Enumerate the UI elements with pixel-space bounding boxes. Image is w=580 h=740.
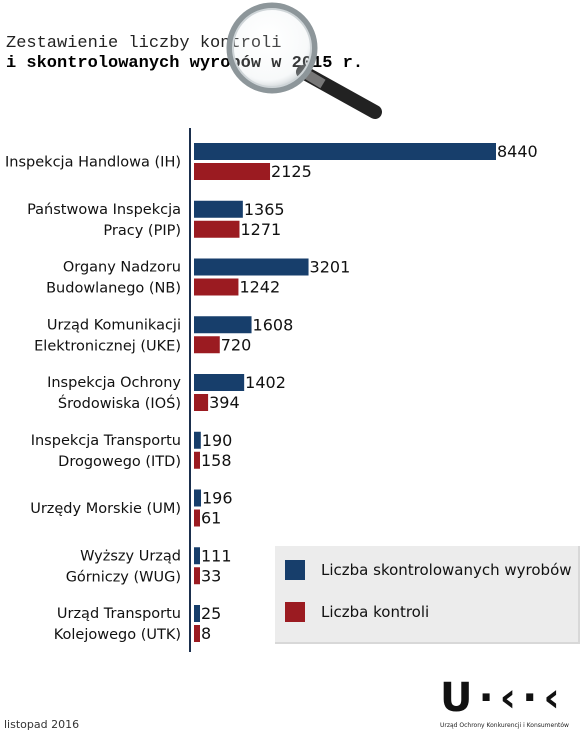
magnifier-icon: [226, 2, 382, 119]
data-label: 196: [202, 489, 233, 508]
category-label: Kolejowego (UTK): [54, 627, 181, 643]
data-label: 1608: [253, 315, 294, 334]
legend: Liczba skontrolowanych wyrobów Liczba ko…: [275, 546, 580, 644]
legend-item-controls: Liczba kontroli: [285, 602, 429, 622]
data-label: 720: [221, 335, 252, 354]
bar-controls: [194, 509, 200, 527]
bar-controls: [194, 451, 200, 469]
data-label: 1242: [239, 278, 280, 297]
bar-controls: [194, 625, 200, 642]
bar-products: [194, 200, 243, 218]
data-label: 3201: [310, 258, 351, 277]
logo-mark: U·‹·‹: [440, 675, 566, 721]
category-label: Elektronicznej (UKE): [34, 338, 181, 354]
legend-label-controls: Liczba kontroli: [321, 603, 430, 621]
category-label: Inspekcja Handlowa (IH): [5, 155, 181, 171]
data-label: 111: [201, 546, 232, 565]
category-label: Inspekcja Transportu: [31, 433, 181, 449]
bar-controls: [194, 567, 200, 585]
bar-controls: [194, 394, 209, 411]
data-label: 2125: [271, 162, 312, 181]
uokik-logo: U·‹·‹ Urząd Ochrony Konkurencji i Konsum…: [440, 678, 572, 734]
category-label: Drogowego (ITD): [58, 454, 181, 470]
legend-item-products: Liczba skontrolowanych wyrobów: [285, 560, 572, 580]
bar-products: [194, 316, 252, 334]
bar-products: [194, 605, 200, 622]
category-label: Państwowa Inspekcja: [27, 202, 181, 218]
bar-controls: [194, 163, 271, 180]
category-label: Środowiska (IOŚ): [58, 394, 181, 412]
bar-controls: [194, 336, 220, 354]
bar-products: [194, 489, 202, 507]
category-label: Urząd Komunikacji: [47, 317, 181, 333]
data-label: 1271: [240, 220, 281, 239]
category-label: Urzędy Morskie (UM): [30, 501, 181, 517]
data-label: 25: [201, 604, 221, 623]
category-label: Górniczy (WUG): [66, 569, 181, 585]
category-label: Organy Nadzoru: [63, 260, 181, 276]
category-label: Wyższy Urząd: [80, 548, 181, 564]
bar-controls: [194, 220, 240, 238]
category-label: Budowlanego (NB): [46, 281, 181, 297]
footer-date: listopad 2016: [4, 718, 80, 731]
bar-products: [194, 258, 309, 276]
data-label: 190: [202, 431, 233, 450]
bar-products: [194, 374, 245, 391]
data-label: 158: [201, 451, 232, 470]
bar-products: [194, 547, 200, 565]
category-label: Pracy (PIP): [103, 223, 181, 239]
data-label: 8: [201, 624, 211, 643]
logo-subtitle: Urząd Ochrony Konkurencji i Konsumentów: [440, 722, 569, 729]
data-label: 33: [201, 566, 221, 585]
legend-label-products: Liczba skontrolowanych wyrobów: [321, 561, 572, 579]
data-label: 394: [209, 393, 240, 412]
data-label: 1365: [244, 200, 285, 219]
category-label: Inspekcja Ochrony: [47, 375, 181, 391]
category-label: Urząd Transportu: [57, 606, 181, 622]
data-label: 61: [201, 509, 221, 528]
data-label: 1402: [245, 373, 286, 392]
bar-products: [194, 143, 496, 160]
bar-controls: [194, 278, 239, 296]
bar-products: [194, 431, 201, 449]
data-label: 8440: [497, 142, 538, 161]
legend-swatch-products: [285, 560, 305, 580]
legend-swatch-controls: [285, 602, 305, 622]
